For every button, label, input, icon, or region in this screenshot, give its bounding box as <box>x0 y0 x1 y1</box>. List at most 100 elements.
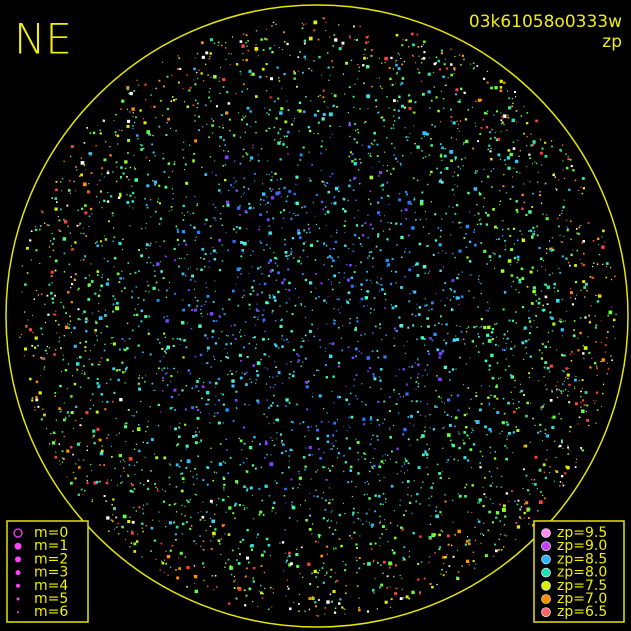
star <box>271 506 275 510</box>
star <box>356 141 358 144</box>
star <box>167 367 169 369</box>
star <box>177 55 179 57</box>
star <box>517 258 520 261</box>
star <box>105 309 106 311</box>
star <box>248 587 250 589</box>
star <box>87 298 91 301</box>
star <box>498 538 500 540</box>
star <box>499 503 501 506</box>
star <box>338 513 341 517</box>
star <box>330 520 333 522</box>
star <box>532 289 536 294</box>
star <box>487 325 491 329</box>
star <box>581 409 585 413</box>
star <box>46 427 47 429</box>
star <box>468 407 470 409</box>
star <box>336 105 338 108</box>
star <box>204 173 208 176</box>
star <box>276 375 278 377</box>
star <box>361 401 363 403</box>
star <box>483 522 485 524</box>
star <box>67 363 70 365</box>
star <box>274 45 276 47</box>
star <box>256 343 257 345</box>
star <box>103 257 105 259</box>
star <box>168 463 171 465</box>
star <box>304 58 306 60</box>
star <box>262 183 264 185</box>
star <box>212 217 214 219</box>
star <box>423 40 426 43</box>
star <box>113 227 115 229</box>
star <box>526 136 528 138</box>
star <box>287 109 290 111</box>
star <box>566 310 568 312</box>
star <box>132 207 134 209</box>
star <box>130 482 132 485</box>
star <box>380 368 383 371</box>
star <box>267 261 270 264</box>
star <box>315 489 317 491</box>
star <box>194 308 197 312</box>
star <box>252 600 254 603</box>
star <box>215 320 218 322</box>
star <box>192 159 195 162</box>
star <box>573 329 575 331</box>
star <box>73 344 77 348</box>
star <box>326 434 330 438</box>
star <box>450 544 453 547</box>
star <box>379 515 381 517</box>
star <box>287 130 290 134</box>
star <box>582 449 585 452</box>
star <box>132 430 134 432</box>
star <box>459 120 462 122</box>
star <box>556 388 558 390</box>
star <box>246 88 249 90</box>
star <box>176 576 180 580</box>
star <box>321 140 323 142</box>
star <box>183 339 186 342</box>
star <box>284 243 286 246</box>
star <box>209 225 212 228</box>
star <box>581 388 583 390</box>
star <box>560 241 562 243</box>
star <box>393 344 396 347</box>
star <box>370 54 373 57</box>
star <box>29 328 33 332</box>
star <box>236 483 238 485</box>
star <box>245 58 248 62</box>
star <box>277 130 279 132</box>
star <box>205 286 208 289</box>
star <box>547 340 549 342</box>
star <box>330 256 333 260</box>
star <box>320 170 322 172</box>
star <box>439 511 442 514</box>
star <box>196 408 200 411</box>
star <box>228 53 230 54</box>
star <box>528 332 531 335</box>
star <box>318 536 321 539</box>
star <box>408 94 411 97</box>
star <box>119 277 122 280</box>
star <box>536 270 538 272</box>
star <box>410 32 414 36</box>
star <box>62 358 65 361</box>
star <box>296 353 299 356</box>
star <box>204 253 207 256</box>
star <box>165 352 167 354</box>
star <box>79 341 82 344</box>
star <box>323 181 325 183</box>
star <box>189 498 191 501</box>
star <box>436 348 440 352</box>
star <box>136 79 138 81</box>
star <box>339 312 341 314</box>
star <box>570 253 573 257</box>
star <box>369 223 372 226</box>
star <box>137 297 140 299</box>
star <box>281 338 283 340</box>
star <box>343 210 347 213</box>
star <box>170 407 172 409</box>
star <box>372 143 374 145</box>
star <box>601 245 605 249</box>
star <box>447 458 450 461</box>
